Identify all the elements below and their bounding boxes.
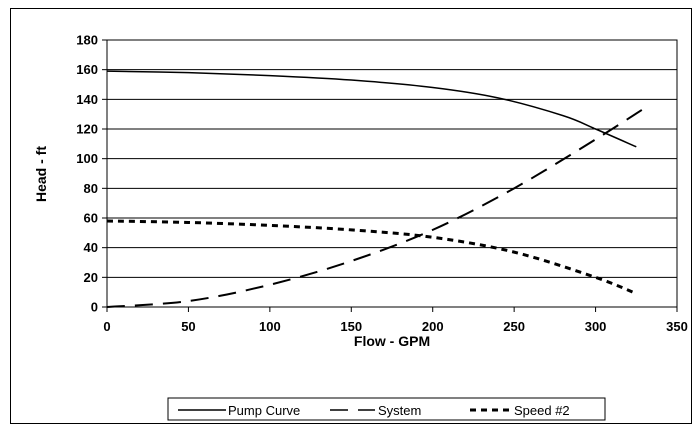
chart-frame bbox=[10, 8, 692, 424]
legend: Pump Curve System Speed #2 bbox=[167, 397, 606, 421]
x-axis-label: Flow - GPM bbox=[354, 333, 430, 349]
gridlines bbox=[107, 69, 677, 278]
x-tick-label: 50 bbox=[181, 319, 195, 334]
series-line-pump-curve bbox=[106, 70, 637, 148]
x-tick-label: 350 bbox=[666, 319, 688, 334]
legend-label-speed-2: Speed #2 bbox=[514, 403, 570, 418]
y-tick-label: 180 bbox=[76, 33, 98, 48]
y-tick-label: 120 bbox=[76, 122, 98, 137]
series-line-speed-2 bbox=[106, 219, 637, 296]
legend-box bbox=[167, 397, 606, 421]
series-lines bbox=[106, 70, 645, 308]
x-tick-label: 100 bbox=[259, 319, 281, 334]
x-tick-label: 200 bbox=[422, 319, 444, 334]
x-tick-label: 300 bbox=[585, 319, 607, 334]
y-tick-label: 20 bbox=[84, 270, 98, 285]
legend-label-pump-curve: Pump Curve bbox=[228, 403, 300, 418]
y-tick-label: 160 bbox=[76, 62, 98, 77]
y-tick-label: 60 bbox=[84, 211, 98, 226]
legend-label-system: System bbox=[378, 403, 421, 418]
plot-area bbox=[106, 39, 678, 308]
series-line-system bbox=[106, 107, 645, 308]
y-tick-label: 0 bbox=[91, 300, 98, 315]
y-axis-label: Head - ft bbox=[33, 146, 49, 202]
y-tick-label: 140 bbox=[76, 92, 98, 107]
y-tick-label: 80 bbox=[84, 181, 98, 196]
y-axis-ticks: 0 20 40 60 80 100 120 140 160 180 bbox=[76, 33, 107, 315]
y-tick-label: 40 bbox=[84, 240, 98, 255]
y-tick-label: 100 bbox=[76, 151, 98, 166]
x-tick-label: 250 bbox=[503, 319, 525, 334]
x-tick-label: 150 bbox=[340, 319, 362, 334]
x-tick-label: 0 bbox=[103, 319, 110, 334]
x-axis-ticks: 0 50 100 150 200 250 300 350 bbox=[103, 307, 688, 334]
